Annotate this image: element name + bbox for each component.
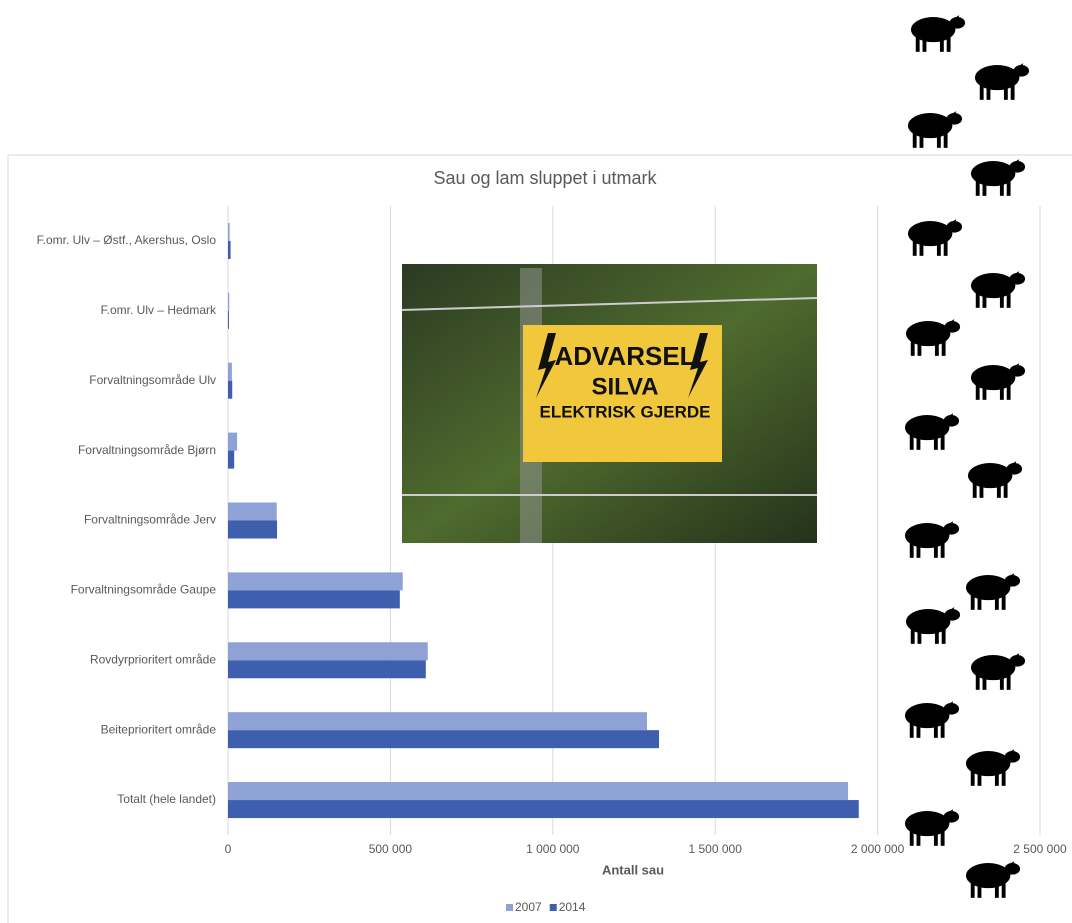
- fence-wire: [401, 297, 818, 311]
- y-tick-label: Forvaltningsområde Gaupe: [71, 583, 217, 597]
- x-tick-label: 1 000 000: [526, 842, 580, 856]
- x-tick-label: 1 500 000: [689, 842, 743, 856]
- bar: [228, 520, 278, 539]
- photo: ADVARSEL SILVA ELEKTRISK GJERDE: [401, 264, 818, 543]
- bar: [228, 502, 277, 521]
- sign-text: ELEKTRISK GJERDE: [540, 402, 711, 421]
- bar: [228, 380, 233, 399]
- sign-text: SILVA: [591, 373, 658, 400]
- bar: [228, 660, 426, 679]
- bar: [228, 730, 660, 749]
- chart-title: Sau og lam sluppet i utmark: [433, 168, 657, 188]
- y-tick-label: Totalt (hele landet): [117, 792, 216, 806]
- bar: [228, 642, 428, 661]
- bar: [228, 590, 400, 609]
- bar: [228, 310, 229, 329]
- y-tick-label: F.omr. Ulv – Hedmark: [101, 303, 217, 317]
- bar: [228, 362, 232, 381]
- legend-swatch: [506, 904, 513, 911]
- bar: [228, 800, 859, 819]
- y-tick-label: Rovdyrprioritert område: [90, 652, 216, 666]
- lightning-icon: [536, 333, 556, 398]
- bar: [228, 572, 403, 591]
- x-tick-label: 2 500 000: [1013, 842, 1067, 856]
- bar: [228, 450, 235, 469]
- x-tick-label: 2 000 000: [851, 842, 905, 856]
- legend-label: 2007: [515, 900, 542, 914]
- sheep-icon: [974, 63, 1030, 100]
- y-tick-label: Beiteprioritert område: [101, 722, 217, 736]
- sheep-icon: [907, 111, 963, 148]
- legend-label: 2014: [559, 900, 586, 914]
- x-axis-title: Antall sau: [602, 862, 664, 877]
- y-tick-label: Forvaltningsområde Ulv: [89, 373, 216, 387]
- bar: [228, 432, 238, 451]
- bar: [228, 712, 647, 731]
- sheep-icon: [910, 15, 966, 52]
- bar: [228, 222, 230, 241]
- x-tick-label: 0: [225, 842, 232, 856]
- warning-sign: [523, 325, 722, 462]
- y-tick-label: Forvaltningsområde Jerv: [84, 513, 216, 527]
- bar: [228, 292, 230, 311]
- legend-swatch: [549, 904, 557, 911]
- plot-area: 0 500 000 1 000 000 1 500 000 2 000 000 2 500…: [37, 206, 1067, 856]
- x-tick-label: 500 000: [369, 842, 413, 856]
- y-tick-label: F.omr. Ulv – Østf., Akershus, Oslo: [37, 233, 217, 247]
- bar: [228, 782, 849, 801]
- sign-text: ADVARSEL: [554, 341, 695, 371]
- bar: [228, 240, 231, 259]
- y-tick-label: Forvaltningsområde Bjørn: [78, 443, 216, 457]
- lightning-icon: [688, 333, 708, 398]
